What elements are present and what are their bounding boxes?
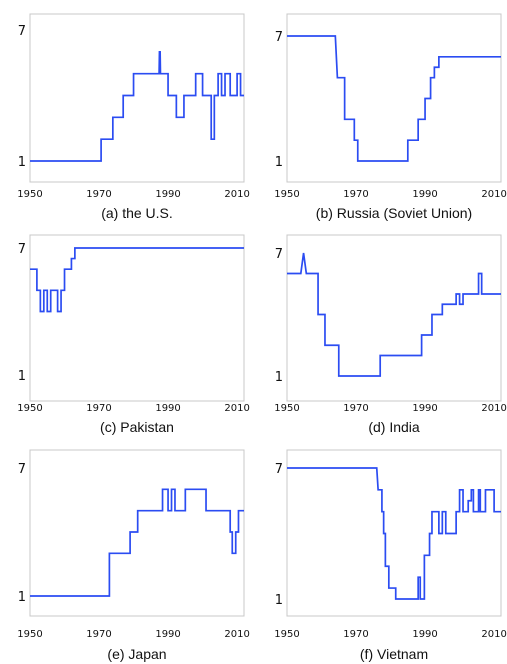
x-tick-label: 2010 <box>224 189 249 200</box>
y-tick-label: 1 <box>18 155 26 170</box>
y-tick-label: 7 <box>18 462 26 477</box>
y-tick-label: 7 <box>275 247 283 262</box>
x-tick-label: 2010 <box>224 403 249 414</box>
y-tick-label: 1 <box>18 369 26 384</box>
x-tick-label: 1950 <box>17 189 42 200</box>
x-tick-label: 2010 <box>481 403 506 414</box>
y-tick-label: 7 <box>275 462 283 477</box>
panel-caption: (b) Russia (Soviet Union) <box>316 205 472 221</box>
series-line <box>30 247 244 313</box>
plot-frame <box>29 234 245 402</box>
x-tick-label: 1970 <box>86 403 111 414</box>
series-line <box>287 252 501 377</box>
x-tick-label: 1970 <box>343 629 368 640</box>
x-tick-label: 1990 <box>155 189 180 200</box>
plot-frame <box>29 13 245 183</box>
chart-panel-6: 1 7 1950 1970 1990 2010 (f) Vietnam <box>274 449 507 662</box>
y-tick-label: 1 <box>275 370 283 385</box>
y-tick-label: 7 <box>18 24 26 39</box>
panel-caption: (e) Japan <box>107 646 166 662</box>
x-tick-label: 1990 <box>412 403 437 414</box>
panel-caption: (c) Pakistan <box>100 419 174 435</box>
panel-caption: (f) Vietnam <box>360 646 428 662</box>
series-line <box>30 50 244 162</box>
plot-frame <box>286 234 502 402</box>
x-tick-label: 1970 <box>86 629 111 640</box>
y-tick-label: 7 <box>18 242 26 257</box>
y-tick-label: 1 <box>275 155 283 170</box>
plot-frame <box>29 449 245 617</box>
x-tick-label: 1990 <box>412 189 437 200</box>
y-tick-label: 7 <box>275 30 283 45</box>
x-tick-label: 2010 <box>481 629 506 640</box>
plot-frame <box>286 449 502 617</box>
chart-panel-3: 1 7 1950 1970 1990 2010 (c) Pakistan <box>17 234 250 435</box>
panel-caption: (a) the U.S. <box>101 205 173 221</box>
x-tick-label: 1950 <box>274 189 299 200</box>
x-tick-label: 1950 <box>274 403 299 414</box>
chart-panel-4: 1 7 1950 1970 1990 2010 (d) India <box>274 234 507 435</box>
x-tick-label: 1990 <box>155 629 180 640</box>
series-line <box>30 488 244 597</box>
x-tick-label: 1970 <box>343 189 368 200</box>
x-tick-label: 1990 <box>412 629 437 640</box>
x-tick-label: 2010 <box>481 189 506 200</box>
x-tick-label: 1970 <box>343 403 368 414</box>
y-tick-label: 1 <box>275 593 283 608</box>
y-tick-label: 1 <box>18 590 26 605</box>
x-tick-label: 1950 <box>17 629 42 640</box>
x-tick-label: 1970 <box>86 189 111 200</box>
chart-panel-5: 1 7 1950 1970 1990 2010 (e) Japan <box>17 449 250 662</box>
x-tick-label: 2010 <box>224 629 249 640</box>
chart-panel-2: 1 7 1950 1970 1990 2010 (b) Russia (Soviet Uni… <box>274 13 507 221</box>
series-line <box>287 35 501 162</box>
x-tick-label: 1950 <box>274 629 299 640</box>
chart-panel-1: 1 7 1950 1970 1990 2010 (a) the U.S. <box>17 13 250 221</box>
x-tick-label: 1950 <box>17 403 42 414</box>
panel-caption: (d) India <box>368 419 420 435</box>
x-tick-label: 1990 <box>155 403 180 414</box>
series-line <box>287 467 501 600</box>
plot-frame <box>286 13 502 183</box>
